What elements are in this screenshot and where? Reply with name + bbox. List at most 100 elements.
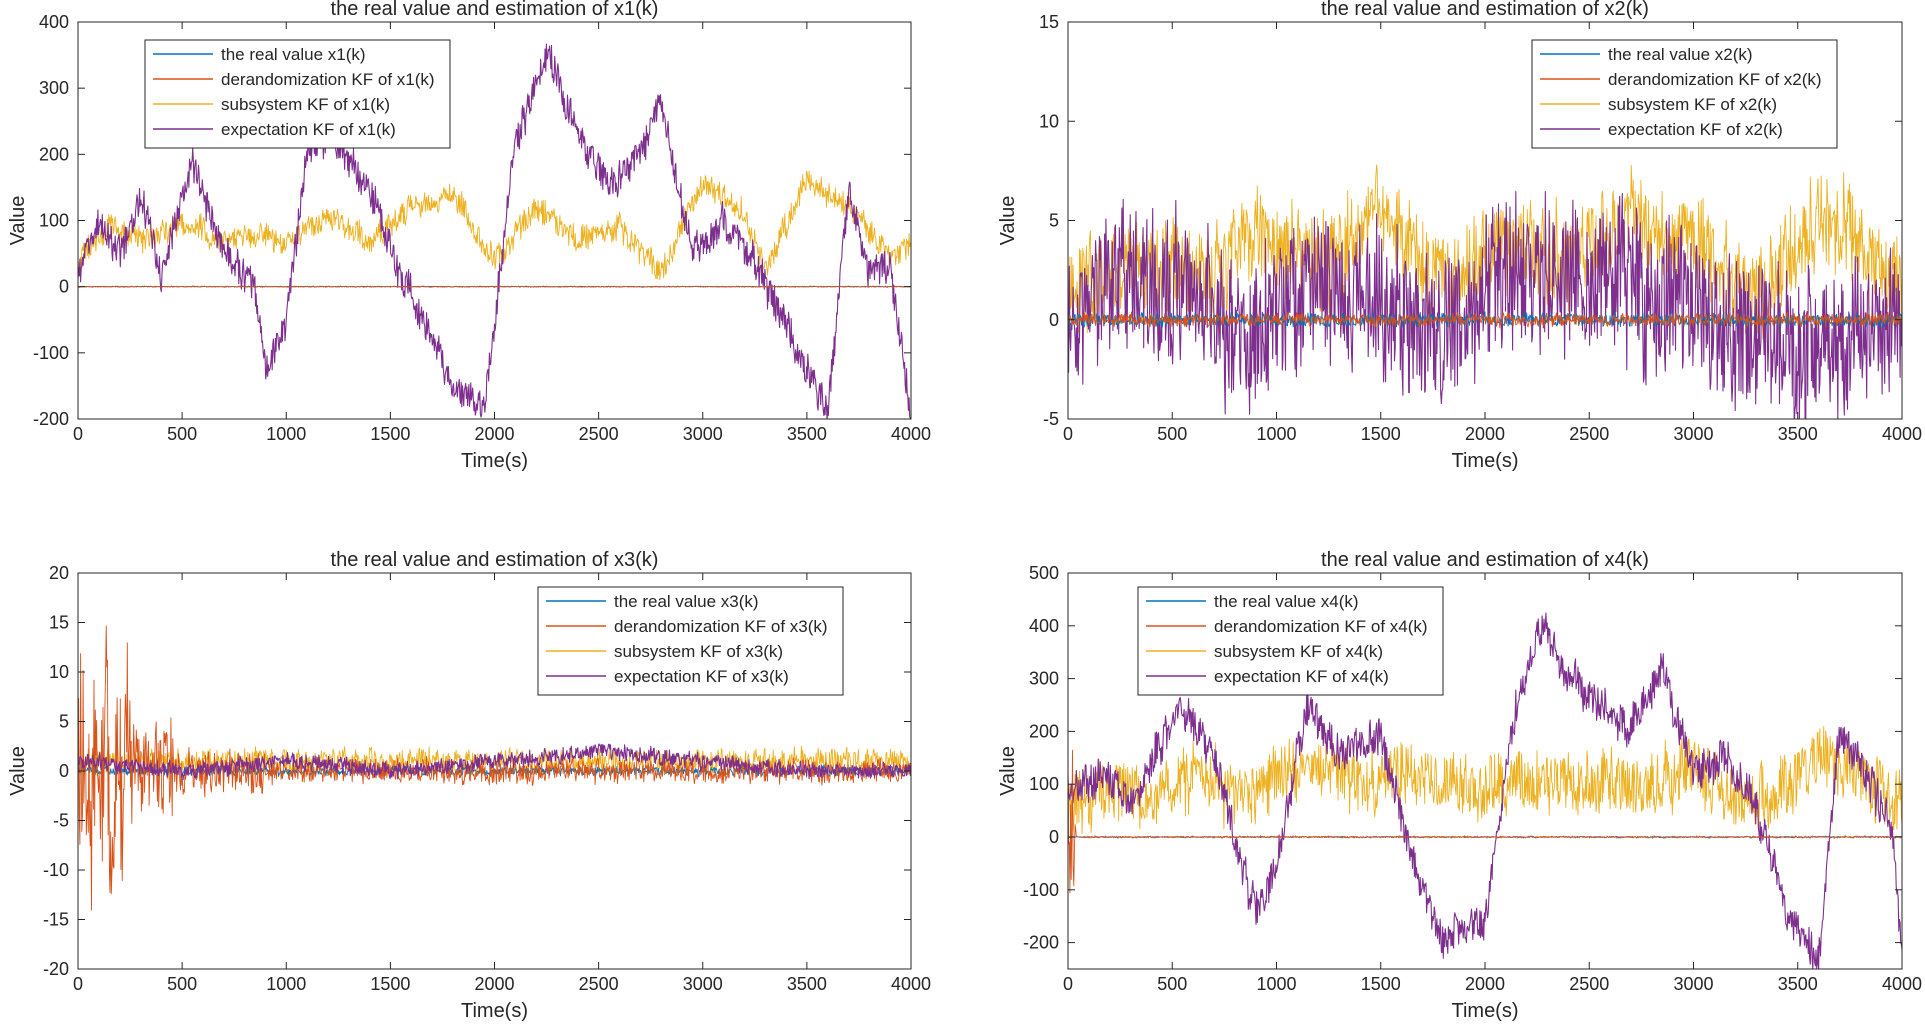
legend-label-subsystem: subsystem KF of x4(k) xyxy=(1214,642,1383,661)
x-tick-label: 0 xyxy=(73,974,83,994)
y-tick-label: 0 xyxy=(1049,310,1059,330)
legend-label-subsystem: subsystem KF of x3(k) xyxy=(614,642,783,661)
y-tick-label: -15 xyxy=(43,910,69,930)
y-tick-label: 500 xyxy=(1029,563,1059,583)
x-axis-label: Time(s) xyxy=(1451,1000,1518,1022)
series-line-expectation xyxy=(1068,191,1902,419)
legend-label-real: the real value x3(k) xyxy=(614,592,759,611)
y-tick-label: 100 xyxy=(1029,774,1059,794)
y-tick-label: 200 xyxy=(1029,721,1059,741)
y-axis-label: Value xyxy=(7,746,29,796)
x-tick-label: 3500 xyxy=(1778,424,1818,444)
y-tick-label: 400 xyxy=(39,12,69,32)
y-tick-label: 5 xyxy=(59,712,69,732)
y-tick-label: 100 xyxy=(39,211,69,231)
x-tick-label: 1500 xyxy=(370,424,410,444)
chart-title: the real value and estimation of x1(k) xyxy=(331,0,659,20)
y-axis-label: Value xyxy=(997,746,1019,796)
x-tick-label: 1000 xyxy=(266,974,306,994)
subplot-x4: 0 500 1000 1500 2000 2500 3000 3500 4000-200-100… xyxy=(997,549,1922,1022)
y-tick-label: 10 xyxy=(1039,111,1059,131)
y-tick-label: 20 xyxy=(49,563,69,583)
legend-label-expectation: expectation KF of x2(k) xyxy=(1608,120,1783,139)
y-tick-label: 0 xyxy=(59,761,69,781)
x-tick-label: 3000 xyxy=(683,974,723,994)
subplot-x2: 0 500 1000 1500 2000 2500 3000 3500 4000-5051015… xyxy=(997,0,1922,472)
x-tick-label: 3500 xyxy=(787,424,827,444)
x-tick-label: 4000 xyxy=(1882,424,1922,444)
x-tick-label: 3500 xyxy=(1778,974,1818,994)
y-tick-label: -200 xyxy=(1023,933,1059,953)
x-tick-label: 2000 xyxy=(1465,424,1505,444)
y-tick-label: 300 xyxy=(39,78,69,98)
series-line-subsystem xyxy=(78,745,911,778)
x-tick-label: 0 xyxy=(73,424,83,444)
y-tick-label: -200 xyxy=(33,409,69,429)
x-tick-label: 3000 xyxy=(1673,424,1713,444)
x-tick-label: 500 xyxy=(1157,974,1187,994)
x-tick-label: 1500 xyxy=(1361,424,1401,444)
y-tick-label: 200 xyxy=(39,144,69,164)
series-group xyxy=(1068,612,1902,969)
x-tick-label: 500 xyxy=(1157,424,1187,444)
legend-label-expectation: expectation KF of x3(k) xyxy=(614,667,789,686)
y-axis-label: Value xyxy=(7,196,29,246)
series-line-expectation xyxy=(78,743,911,781)
series-line-subsystem xyxy=(1068,726,1902,835)
legend-box xyxy=(144,39,451,149)
legend-label-real: the real value x2(k) xyxy=(1608,45,1753,64)
legend-label-expectation: expectation KF of x4(k) xyxy=(1214,667,1389,686)
legend-label-subsystem: subsystem KF of x1(k) xyxy=(221,95,390,114)
x-tick-label: 1000 xyxy=(266,424,306,444)
x-tick-label: 500 xyxy=(167,974,197,994)
x-axis-label: Time(s) xyxy=(1451,450,1518,472)
legend: the real value x2(k) derandomization KF o… xyxy=(1531,39,1838,149)
legend-label-derand: derandomization KF of x2(k) xyxy=(1608,70,1822,89)
y-tick-label: -5 xyxy=(1043,409,1059,429)
y-tick-label: 400 xyxy=(1029,616,1059,636)
legend: the real value x1(k) derandomization KF o… xyxy=(144,39,451,149)
legend-box xyxy=(1137,586,1444,696)
x-tick-label: 2000 xyxy=(474,974,514,994)
x-tick-label: 3500 xyxy=(787,974,827,994)
x-tick-label: 3000 xyxy=(1673,974,1713,994)
x-tick-label: 1500 xyxy=(370,974,410,994)
legend: the real value x4(k) derandomization KF o… xyxy=(1137,586,1444,696)
y-tick-label: -5 xyxy=(53,811,69,831)
y-tick-label: 15 xyxy=(49,613,69,633)
x-axis-label: Time(s) xyxy=(461,1000,528,1022)
y-tick-label: 0 xyxy=(59,277,69,297)
y-tick-label: -100 xyxy=(33,343,69,363)
x-tick-label: 2500 xyxy=(1569,974,1609,994)
chart-title: the real value and estimation of x4(k) xyxy=(1321,549,1649,571)
series-group xyxy=(78,43,911,419)
legend-box xyxy=(537,586,844,696)
y-tick-label: -20 xyxy=(43,959,69,979)
y-tick-label: -100 xyxy=(1023,880,1059,900)
subplot-x1: 0 500 1000 1500 2000 2500 3000 3500 4000-200-100… xyxy=(7,0,931,472)
x-tick-label: 2500 xyxy=(579,974,619,994)
y-tick-label: 300 xyxy=(1029,669,1059,689)
series-group xyxy=(1068,164,1902,419)
legend-label-derand: derandomization KF of x4(k) xyxy=(1214,617,1428,636)
x-tick-label: 2500 xyxy=(579,424,619,444)
x-tick-label: 1500 xyxy=(1361,974,1401,994)
y-tick-label: 10 xyxy=(49,662,69,682)
chart-title: the real value and estimation of x2(k) xyxy=(1321,0,1649,20)
legend-label-derand: derandomization KF of x3(k) xyxy=(614,617,828,636)
legend: the real value x3(k) derandomization KF o… xyxy=(537,586,844,696)
x-tick-label: 4000 xyxy=(891,974,931,994)
legend-label-derand: derandomization KF of x1(k) xyxy=(221,70,435,89)
legend-box xyxy=(1531,39,1838,149)
x-tick-label: 2000 xyxy=(1465,974,1505,994)
y-tick-label: -10 xyxy=(43,860,69,880)
x-tick-label: 4000 xyxy=(891,424,931,444)
x-tick-label: 1000 xyxy=(1256,974,1296,994)
y-tick-label: 15 xyxy=(1039,12,1059,32)
series-line-expectation xyxy=(1068,612,1902,969)
x-tick-label: 2000 xyxy=(474,424,514,444)
x-tick-label: 500 xyxy=(167,424,197,444)
legend-label-real: the real value x4(k) xyxy=(1214,592,1359,611)
series-line-expectation xyxy=(78,43,911,419)
